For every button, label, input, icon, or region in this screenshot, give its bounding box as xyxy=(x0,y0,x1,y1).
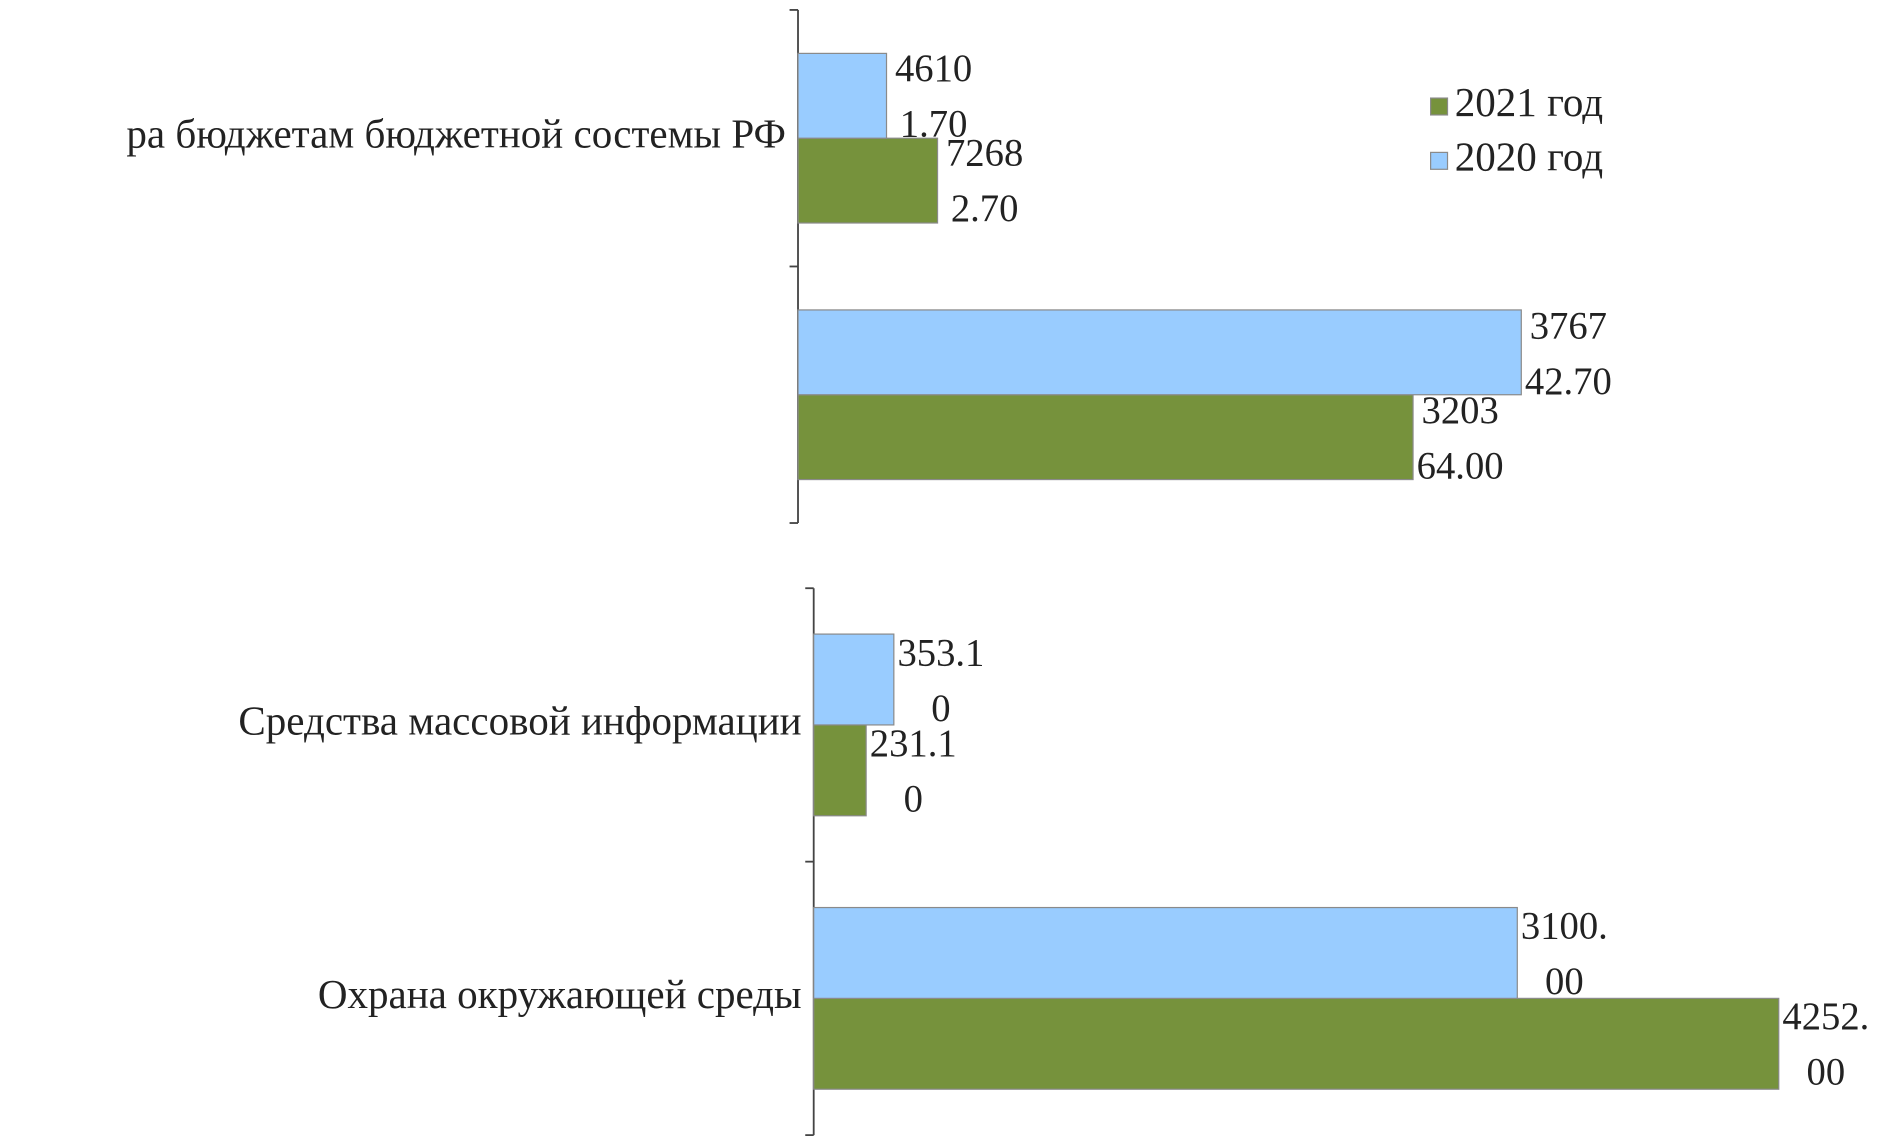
legend-label: 2021 год xyxy=(1455,79,1603,125)
value-label-wrap: 353.10 xyxy=(896,583,993,776)
value-label-box: 231.10 xyxy=(869,674,966,867)
value-label: 353.10 xyxy=(897,630,985,730)
category-label: Охрана окружающей среды xyxy=(318,971,802,1017)
bar xyxy=(797,394,1414,481)
bar xyxy=(797,52,888,139)
value-label-box: 72682.70 xyxy=(940,84,1037,277)
value-label-wrap: 72682.70 xyxy=(940,84,1037,277)
value-label-wrap: 46101.70 xyxy=(889,0,986,192)
value-label-wrap: 231.10 xyxy=(869,674,966,867)
legend-swatch xyxy=(1430,97,1449,116)
legend-label: 2020 год xyxy=(1455,133,1603,179)
value-label-box: 3100.00 xyxy=(1520,856,1617,1049)
value-label: 4252.00 xyxy=(1782,994,1870,1094)
bar xyxy=(813,906,1518,999)
bar xyxy=(813,633,895,726)
value-label: 231.10 xyxy=(869,720,957,820)
value-label-wrap: 3100.00 xyxy=(1520,856,1617,1049)
value-label: 72682.70 xyxy=(945,131,1024,231)
value-label: 376742.70 xyxy=(1524,302,1612,402)
bar xyxy=(797,137,939,224)
category-label: Средства массовой информации xyxy=(238,697,801,743)
value-label-wrap: 4252.00 xyxy=(1781,947,1878,1139)
value-label-box: 376742.70 xyxy=(1524,256,1621,449)
value-label-box: 353.10 xyxy=(896,583,993,776)
legend-swatch xyxy=(1430,151,1449,170)
category-label: ра бюджетам бюджетной состемы РФ xyxy=(126,111,786,157)
bar xyxy=(813,997,1780,1090)
value-label-box: 4252.00 xyxy=(1781,947,1878,1139)
value-label: 3100.00 xyxy=(1520,903,1608,1003)
value-label: 46101.70 xyxy=(894,46,973,146)
value-label: 320364.00 xyxy=(1416,387,1504,487)
value-label-box: 46101.70 xyxy=(889,0,986,192)
bar xyxy=(813,724,867,817)
bar xyxy=(797,309,1522,396)
value-label-wrap: 376742.70 xyxy=(1524,256,1621,449)
